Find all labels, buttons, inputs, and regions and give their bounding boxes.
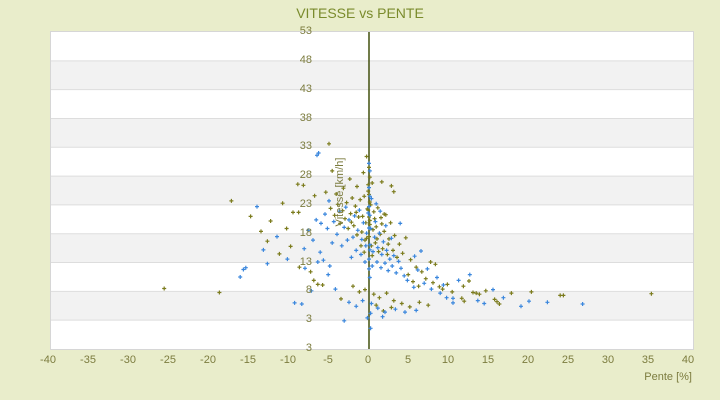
y-tick-label: 38 (299, 111, 312, 124)
y-tick-label: 8 (305, 284, 312, 297)
x-tick-label: -30 (120, 354, 136, 366)
x-tick-label: -40 (40, 354, 56, 366)
y-tick-label: 23 (299, 197, 312, 210)
series-olive-points (162, 141, 654, 313)
y-tick-label: 3 (305, 342, 312, 354)
x-tick-label: -5 (323, 354, 333, 366)
series-blue-points (238, 151, 585, 331)
y-tick-label: 28 (299, 169, 312, 182)
x-axis-title: Pente [%] (644, 371, 692, 383)
y-tick-label: 18 (299, 226, 312, 239)
y-tick-label: 43 (299, 82, 312, 95)
y-tick-label: 48 (299, 53, 312, 66)
x-tick-label: -35 (80, 354, 96, 366)
x-tick-label: 30 (601, 354, 615, 366)
grid-band (51, 233, 693, 263)
grid-band (51, 118, 693, 148)
y-tick-label: 13 (299, 255, 312, 268)
x-tick-label: 15 (481, 354, 495, 366)
x-tick-label: -15 (240, 354, 256, 366)
x-tick-label: 35 (641, 354, 655, 366)
grid-band (51, 291, 693, 321)
x-tick-label: -25 (160, 354, 176, 366)
x-tick-label: -10 (280, 354, 296, 366)
x-tick-label: 25 (561, 354, 575, 366)
grid-band (51, 89, 693, 119)
plot-area (50, 31, 694, 350)
grid-band (51, 147, 693, 177)
scatter-canvas (51, 32, 693, 349)
grid-band (51, 32, 693, 61)
y-axis-title: Vitesse [km/h] (334, 157, 346, 227)
grid-band (51, 60, 693, 90)
x-tick-label: 10 (441, 354, 455, 366)
y-tick-label: 33 (299, 140, 312, 153)
x-tick-label: 5 (404, 354, 412, 366)
x-tick-label: 20 (521, 354, 535, 366)
y-tick-label: 53 (299, 25, 312, 37)
grid-band (51, 320, 693, 349)
x-tick-label: -20 (200, 354, 216, 366)
x-tick-label: 0 (364, 354, 372, 366)
x-tick-label: 40 (681, 354, 695, 366)
chart-title: VITESSE vs PENTE (296, 5, 424, 21)
y-tick-label: 3 (305, 313, 312, 326)
